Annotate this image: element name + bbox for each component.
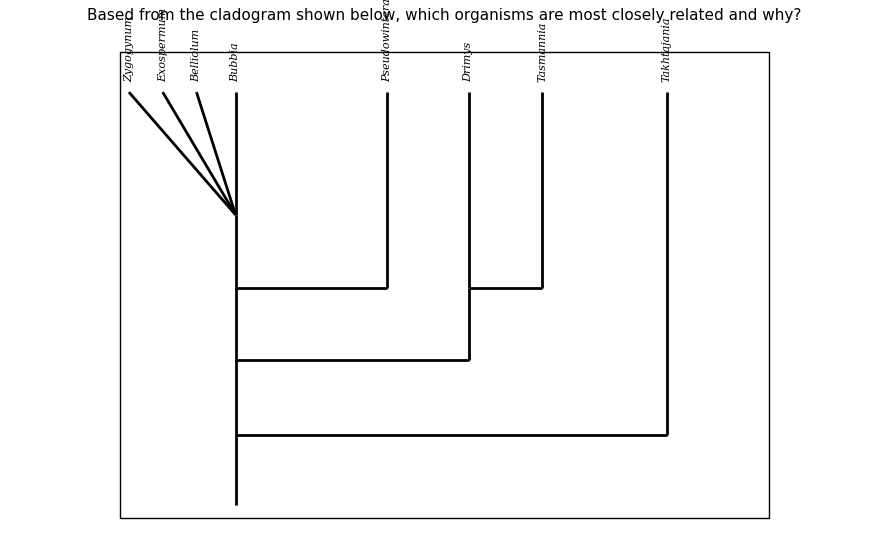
- Text: Exospermum: Exospermum: [157, 8, 168, 82]
- Text: Based from the cladogram shown below, which organisms are most closely related a: Based from the cladogram shown below, wh…: [87, 8, 802, 23]
- Text: Bubbia: Bubbia: [230, 43, 241, 82]
- Text: Zygogynum: Zygogynum: [124, 16, 134, 82]
- Text: Belliolum: Belliolum: [191, 29, 202, 82]
- Text: Takhtajania: Takhtajania: [661, 17, 672, 82]
- Text: Pseudowintera: Pseudowintera: [381, 0, 392, 82]
- Text: Tasmannia: Tasmannia: [537, 22, 548, 82]
- Text: Drimys: Drimys: [463, 42, 474, 82]
